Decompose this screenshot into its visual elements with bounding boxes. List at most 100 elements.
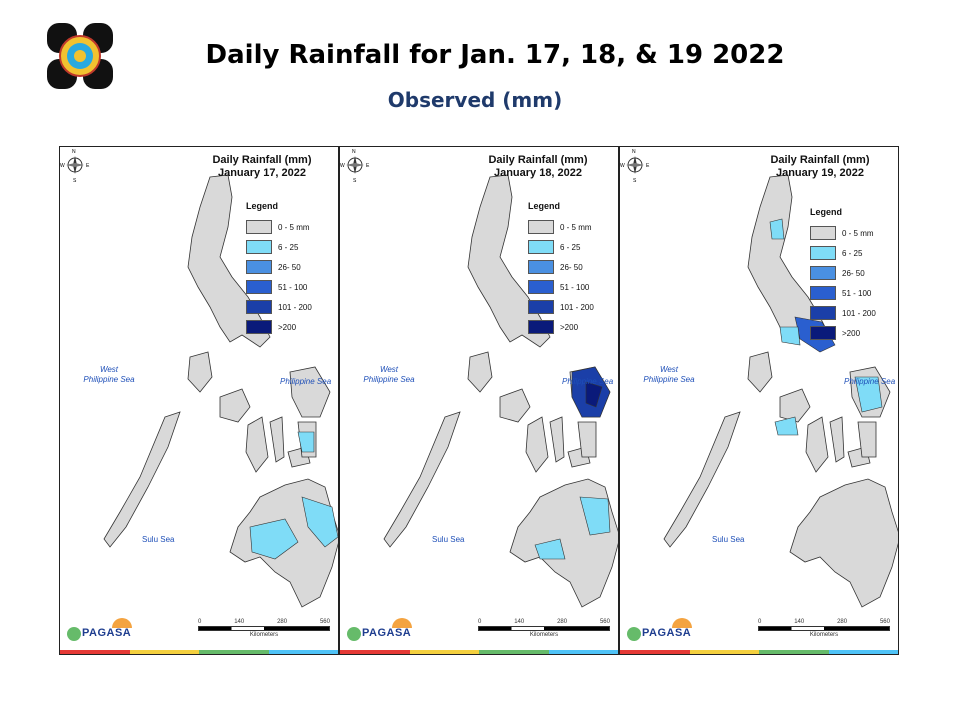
island-shape bbox=[467, 351, 493, 393]
legend-item: >200 bbox=[810, 323, 876, 343]
svg-text:N: N bbox=[632, 149, 636, 155]
page-subtitle: Observed (mm) bbox=[387, 88, 563, 112]
sulu-sea-label: Sulu Sea bbox=[432, 535, 465, 544]
legend-item: 0 - 5 mm bbox=[246, 217, 312, 237]
legend-swatch bbox=[528, 300, 554, 314]
rainfall-region bbox=[249, 518, 299, 560]
legend-item: 26- 50 bbox=[246, 257, 312, 277]
legend-item: >200 bbox=[528, 317, 594, 337]
compass-icon: N W E S bbox=[60, 149, 90, 183]
legend-label: 51 - 100 bbox=[560, 282, 590, 292]
svg-text:E: E bbox=[366, 163, 370, 169]
rainfall-region bbox=[297, 431, 315, 453]
svg-text:E: E bbox=[86, 163, 90, 169]
island-shape bbox=[805, 416, 829, 473]
legend-label: >200 bbox=[560, 322, 579, 332]
svg-text:S: S bbox=[73, 178, 77, 183]
philippines-map bbox=[103, 174, 338, 608]
rainfall-region bbox=[534, 538, 566, 560]
legend-swatch bbox=[810, 246, 836, 260]
rainfall-region bbox=[779, 326, 801, 346]
page-title: Daily Rainfall for Jan. 17, 18, & 19 202… bbox=[205, 40, 785, 70]
island-shape bbox=[509, 478, 618, 608]
legend-swatch bbox=[810, 326, 836, 340]
legend-item: 26- 50 bbox=[528, 257, 594, 277]
legend-label: 0 - 5 mm bbox=[560, 222, 592, 232]
legend-item: 6 - 25 bbox=[528, 237, 594, 257]
legend-item: 101 - 200 bbox=[810, 303, 876, 323]
legend-label: 26- 50 bbox=[278, 262, 301, 272]
philippine-sea-label: Philippine Sea bbox=[280, 377, 332, 386]
agency-logo bbox=[47, 23, 113, 89]
legend-label: 0 - 5 mm bbox=[278, 222, 310, 232]
legend-label: 26- 50 bbox=[842, 268, 865, 278]
island-shape bbox=[789, 478, 898, 608]
compass-icon: N W E S bbox=[620, 149, 650, 183]
map-panel-jan-18: N W E S Daily Rainfall (mm) January 18, 2… bbox=[339, 146, 619, 655]
island-shape bbox=[289, 366, 331, 418]
island-shape bbox=[525, 416, 549, 473]
pagasa-logo: PAGASA bbox=[626, 618, 696, 644]
island-shape bbox=[103, 411, 181, 548]
island-shape bbox=[269, 416, 285, 463]
legend-label: 6 - 25 bbox=[842, 248, 863, 258]
legend-label: 101 - 200 bbox=[560, 302, 594, 312]
west-philippine-sea-label: West Philippine Sea bbox=[363, 365, 415, 384]
color-strip bbox=[620, 650, 898, 654]
legend-swatch bbox=[810, 306, 836, 320]
philippine-sea-label: Philippine Sea bbox=[562, 377, 614, 386]
island-shape bbox=[499, 388, 531, 423]
legend-swatch bbox=[246, 280, 272, 294]
island-shape bbox=[219, 388, 251, 423]
sulu-sea-label: Sulu Sea bbox=[142, 535, 175, 544]
map-panel-jan-19: N W E S Daily Rainfall (mm) January 19, 2… bbox=[619, 146, 899, 655]
legend-swatch bbox=[246, 240, 272, 254]
rainfall-region bbox=[774, 416, 799, 436]
rainfall-region bbox=[854, 376, 883, 413]
color-strip bbox=[340, 650, 618, 654]
legend-item: 0 - 5 mm bbox=[810, 223, 876, 243]
legend-swatch bbox=[528, 320, 554, 334]
legend-swatch bbox=[246, 260, 272, 274]
legend-item: 0 - 5 mm bbox=[528, 217, 594, 237]
legend-swatch bbox=[528, 280, 554, 294]
legend-swatch bbox=[528, 240, 554, 254]
svg-text:S: S bbox=[633, 178, 637, 183]
scale-bar: 0 140 280 560 Kilometers bbox=[198, 619, 330, 638]
island-shape bbox=[549, 416, 565, 463]
legend-swatch bbox=[528, 220, 554, 234]
island-shape bbox=[747, 351, 773, 393]
map-panel-jan-17: N W E S Daily Rainfall (mm) January 17, 2… bbox=[59, 146, 339, 655]
island-shape bbox=[577, 421, 597, 458]
color-strip bbox=[60, 650, 338, 654]
rainfall-region bbox=[301, 496, 338, 548]
legend-swatch bbox=[246, 320, 272, 334]
legend-item: 101 - 200 bbox=[528, 297, 594, 317]
svg-text:N: N bbox=[352, 149, 356, 155]
compass-icon: N W E S bbox=[340, 149, 370, 183]
legend-swatch bbox=[810, 286, 836, 300]
panel-title: Daily Rainfall (mm) January 17, 2022 bbox=[212, 154, 312, 179]
island-shape bbox=[187, 351, 213, 393]
legend-item: 51 - 100 bbox=[246, 277, 312, 297]
scale-bar: 0 140 280 560 Kilometers bbox=[758, 619, 890, 638]
west-philippine-sea-label: West Philippine Sea bbox=[83, 365, 135, 384]
legend-label: 6 - 25 bbox=[278, 242, 299, 252]
legend-item: 6 - 25 bbox=[810, 243, 876, 263]
island-shape bbox=[857, 421, 877, 458]
island-shape bbox=[779, 388, 811, 423]
legend-label: 26- 50 bbox=[560, 262, 583, 272]
island-shape bbox=[663, 411, 741, 548]
svg-text:E: E bbox=[646, 163, 650, 169]
island-shape bbox=[245, 416, 269, 473]
legend-label: 51 - 100 bbox=[278, 282, 308, 292]
legend-item: 26- 50 bbox=[810, 263, 876, 283]
rainfall-region bbox=[585, 381, 603, 408]
svg-text:W: W bbox=[620, 163, 625, 169]
panel-title: Daily Rainfall (mm) January 18, 2022 bbox=[488, 154, 588, 179]
legend-item: 51 - 100 bbox=[528, 277, 594, 297]
scale-bar: 0 140 280 560 Kilometers bbox=[478, 619, 610, 638]
legend-label: 101 - 200 bbox=[842, 308, 876, 318]
legend: Legend 0 - 5 mm 6 - 25 26- 50 51 - 100 101 -… bbox=[810, 207, 876, 343]
legend-label: 101 - 200 bbox=[278, 302, 312, 312]
